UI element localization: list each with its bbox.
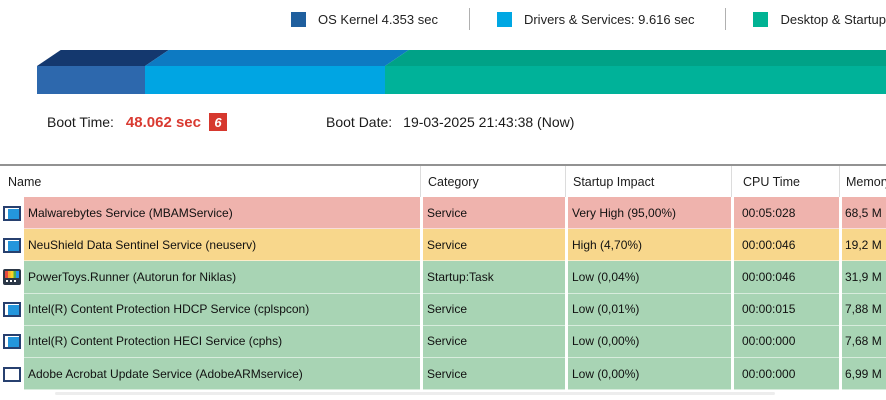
boot-count-badge: 6 <box>209 113 227 131</box>
memory-cell: 7,88 M <box>842 293 886 326</box>
column-header-cpu-time[interactable]: CPU Time <box>731 166 839 197</box>
application-icon <box>3 237 21 253</box>
legend-divider <box>468 8 470 30</box>
legend-item: OS Kernel 4.353 sec <box>291 11 438 27</box>
row-icon-cell <box>0 261 24 294</box>
table-row[interactable]: Malwarebytes Service (MBAMService) Servic… <box>0 197 886 230</box>
table-row[interactable]: Intel(R) Content Protection HDCP Service… <box>0 293 886 326</box>
cpu-time-cell: 00:00:000 <box>734 325 839 358</box>
bar-segment-os-kernel <box>37 66 145 94</box>
startup-impact-cell: Low (0,01%) <box>568 293 731 326</box>
memory-cell: 7,68 M <box>842 325 886 358</box>
row-icon-cell <box>0 357 24 391</box>
cpu-time-cell: 00:00:015 <box>734 293 839 326</box>
application-icon <box>3 302 21 318</box>
row-icon-cell <box>0 325 24 358</box>
cpu-time-cell: 00:05:028 <box>734 197 839 230</box>
column-header-startup-impact[interactable]: Startup Impact <box>565 166 731 197</box>
boot-summary: Boot Time: 48.062 sec 6 Boot Date: 19-03… <box>47 113 574 131</box>
legend-label: Desktop & Startup App <box>780 11 886 27</box>
legend-swatch-icon <box>291 11 306 27</box>
cpu-time-cell: 00:00:000 <box>734 357 839 391</box>
legend-item: Drivers & Services: 9.616 sec <box>496 11 695 27</box>
table-body: Malwarebytes Service (MBAMService) Servic… <box>0 197 886 391</box>
name-cell: Adobe Acrobat Update Service (AdobeARMse… <box>24 357 420 391</box>
row-icon-cell <box>0 229 24 262</box>
boot-phase-bar-face <box>37 66 886 94</box>
boot-time-value: 48.062 sec <box>125 113 201 131</box>
cpu-time-cell: 00:00:046 <box>734 261 839 294</box>
application-icon <box>3 334 21 350</box>
startup-impact-cell: Low (0,00%) <box>568 357 731 391</box>
startup-impact-cell: Very High (95,00%) <box>568 197 731 230</box>
category-cell: Service <box>423 197 565 230</box>
row-icon-cell <box>0 197 24 230</box>
name-cell: NeuShield Data Sentinel Service (neuserv… <box>24 229 420 262</box>
category-cell: Startup:Task <box>423 261 565 294</box>
memory-cell: 68,5 M <box>842 197 886 230</box>
memory-cell: 6,99 M <box>842 357 886 391</box>
column-header-name[interactable]: Name <box>8 174 42 189</box>
name-cell: Intel(R) Content Protection HECI Service… <box>24 325 420 358</box>
row-icon-cell <box>0 293 24 326</box>
bar-segment-desktop-startup <box>385 66 886 94</box>
powertoys-app-icon <box>3 269 21 286</box>
category-cell: Service <box>423 325 565 358</box>
name-cell: Malwarebytes Service (MBAMService) <box>24 197 420 230</box>
table-row[interactable]: PowerToys.Runner (Autorun for Niklas) Sta… <box>0 261 886 294</box>
name-cell: Intel(R) Content Protection HDCP Service… <box>24 293 420 326</box>
column-header-category[interactable]: Category <box>420 166 565 197</box>
chart-legend: OS Kernel 4.353 sec Drivers & Services: 9… <box>291 8 886 30</box>
boot-date-value: 19-03-2025 21:43:38 (Now) <box>403 114 575 130</box>
startup-impact-cell: Low (0,04%) <box>568 261 731 294</box>
legend-label: OS Kernel 4.353 sec <box>318 11 438 27</box>
startup-impact-cell: High (4,70%) <box>568 229 731 262</box>
bar-segment-top-desktop-startup <box>385 50 886 66</box>
legend-item: Desktop & Startup App <box>753 11 886 27</box>
table-row[interactable]: NeuShield Data Sentinel Service (neuserv… <box>0 229 886 262</box>
category-cell: Service <box>423 293 565 326</box>
application-icon <box>3 205 21 221</box>
name-cell: PowerToys.Runner (Autorun for Niklas) <box>24 261 420 294</box>
boot-phase-bar-top <box>37 50 886 66</box>
boot-date-label: Boot Date: <box>326 114 393 130</box>
startup-impact-cell: Low (0,00%) <box>568 325 731 358</box>
legend-label: Drivers & Services: 9.616 sec <box>523 11 695 27</box>
category-cell: Service <box>423 357 565 391</box>
table-row[interactable]: Intel(R) Content Protection HECI Service… <box>0 325 886 358</box>
bar-segment-top-drivers-services <box>145 50 409 66</box>
category-cell: Service <box>423 229 565 262</box>
bar-segment-drivers-services <box>145 66 385 94</box>
legend-swatch-icon <box>496 11 512 27</box>
memory-cell: 31,9 M <box>842 261 886 294</box>
table-row[interactable]: Adobe Acrobat Update Service (AdobeARMse… <box>0 357 886 391</box>
cpu-time-cell: 00:00:046 <box>734 229 839 262</box>
application-icon <box>3 366 21 382</box>
memory-cell: 19,2 M <box>842 229 886 262</box>
boot-time-label: Boot Time: <box>47 114 114 130</box>
table-bottom-shadow <box>55 392 775 395</box>
legend-divider <box>725 8 727 30</box>
legend-swatch-icon <box>753 11 769 27</box>
column-header-memory[interactable]: Memory <box>839 166 886 197</box>
